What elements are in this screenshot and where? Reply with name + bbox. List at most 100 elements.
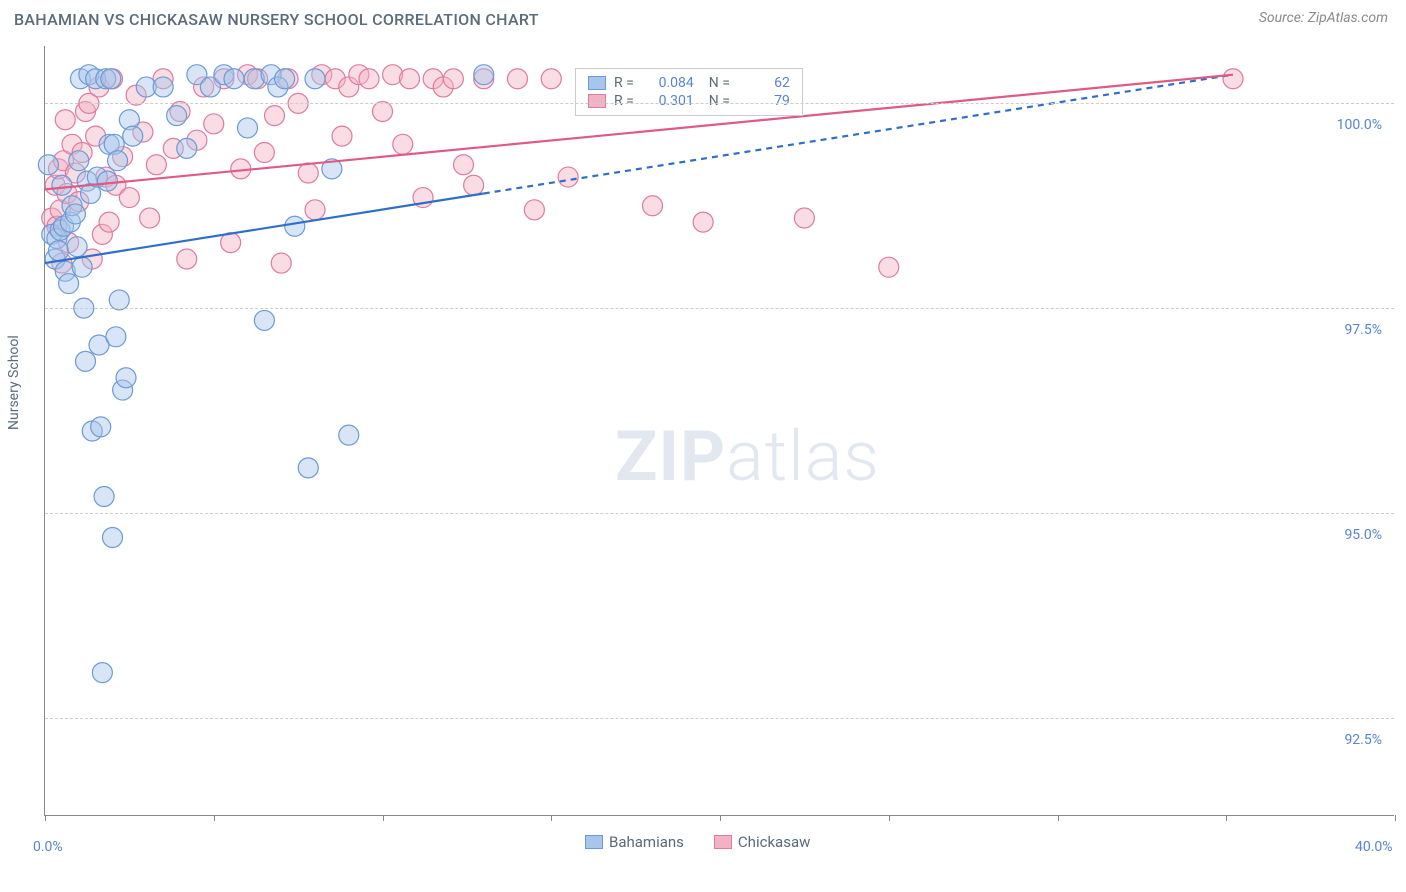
scatter-point [109, 290, 129, 310]
x-tick [1395, 815, 1396, 821]
scatter-point [254, 310, 274, 330]
scatter-point [305, 200, 325, 220]
scatter-point [116, 368, 136, 388]
scatter-point [332, 126, 352, 146]
y-tick-label: 100.0% [1337, 117, 1388, 133]
scatter-point [443, 69, 463, 89]
scatter-point [55, 110, 75, 130]
scatter-point [558, 167, 578, 187]
x-tick [720, 815, 721, 821]
stats-text: N = [702, 75, 730, 91]
scatter-point [167, 106, 187, 126]
scatter-point [275, 69, 295, 89]
scatter-point [285, 216, 305, 236]
scatter-point [271, 253, 291, 273]
x-tick [45, 815, 46, 821]
scatter-point [238, 118, 258, 138]
gridline-h [45, 718, 1394, 719]
r-value: 0.301 [642, 93, 694, 109]
scatter-point [38, 155, 58, 175]
scatter-point [108, 151, 128, 171]
scatter-point [72, 257, 92, 277]
scatter-point [204, 114, 224, 134]
y-tick-label: 97.5% [1344, 322, 1388, 338]
scatter-point [140, 208, 160, 228]
stats-row-bahamians: R = 0.084 N = 62 [588, 75, 790, 91]
scatter-point [541, 69, 561, 89]
scatter-point [305, 69, 325, 89]
scatter-point [94, 487, 114, 507]
stats-row-chickasaw: R = 0.301 N = 79 [588, 93, 790, 109]
r-value: 0.084 [642, 75, 694, 91]
scatter-point [400, 69, 420, 89]
scatter-point [103, 527, 123, 547]
stats-text: R = [614, 93, 634, 109]
scatter-point [177, 249, 197, 269]
scatter-point [393, 134, 413, 154]
stats-text: N = [702, 93, 730, 109]
x-tick [214, 815, 215, 821]
scatter-point [794, 208, 814, 228]
scatter-point [454, 155, 474, 175]
scatter-point [298, 458, 318, 478]
scatter-point [59, 274, 79, 294]
x-tick [1058, 815, 1059, 821]
scatter-point [65, 204, 85, 224]
scatter-point [298, 163, 318, 183]
scatter-point [373, 102, 393, 122]
legend-item-chickasaw: Chickasaw [714, 833, 810, 851]
scatter-point [52, 175, 72, 195]
chart-title: BAHAMIAN VS CHICKASAW NURSERY SCHOOL COR… [14, 10, 539, 29]
plot-area: ZIPatlas R = 0.084 N = 62 R = 0.301 N = … [44, 46, 1394, 816]
scatter-point [153, 77, 173, 97]
gridline-h [45, 513, 1394, 514]
scatter-point [92, 663, 112, 683]
source-value: ZipAtlas.com [1308, 10, 1388, 26]
y-tick-label: 92.5% [1344, 732, 1388, 748]
legend-swatch [588, 94, 606, 108]
x-tick [889, 815, 890, 821]
scatter-point [91, 417, 111, 437]
scatter-point [508, 69, 528, 89]
x-tick [383, 815, 384, 821]
gridline-h [45, 103, 1394, 104]
scatter-point [474, 65, 494, 85]
scatter-point [254, 142, 274, 162]
x-tick [551, 815, 552, 821]
scatter-point [119, 188, 139, 208]
scatter-point [524, 200, 544, 220]
scatter-point [879, 257, 899, 277]
scatter-point [49, 241, 69, 261]
scatter-point [693, 212, 713, 232]
scatter-point [146, 155, 166, 175]
scatter-point [224, 69, 244, 89]
legend-label: Chickasaw [738, 833, 810, 851]
legend-item-bahamians: Bahamians [585, 833, 684, 851]
y-axis-label: Nursery School [6, 335, 22, 430]
gridline-h [45, 308, 1394, 309]
scatter-point [339, 425, 359, 445]
source-label: Source: [1259, 10, 1308, 26]
scatter-point [359, 69, 379, 89]
legend-label: Bahamians [609, 833, 684, 851]
scatter-point [106, 327, 126, 347]
legend-swatch [585, 835, 603, 849]
series-legend: Bahamians Chickasaw [585, 833, 810, 851]
stats-text: R = [614, 75, 634, 91]
x-tick [1226, 815, 1227, 821]
legend-swatch [714, 835, 732, 849]
x-tick-label: 40.0% [1355, 839, 1393, 855]
y-tick-label: 95.0% [1344, 527, 1388, 543]
x-tick-label: 0.0% [33, 839, 63, 855]
scatter-point [101, 69, 121, 89]
scatter-point [265, 106, 285, 126]
scatter-point [643, 196, 663, 216]
source-attribution: Source: ZipAtlas.com [1259, 10, 1388, 26]
scatter-point [69, 151, 89, 171]
n-value: 79 [738, 93, 790, 109]
scatter-point [177, 138, 197, 158]
n-value: 62 [738, 75, 790, 91]
stats-legend: R = 0.084 N = 62 R = 0.301 N = 79 [575, 68, 803, 116]
scatter-point [67, 237, 87, 257]
scatter-svg [45, 46, 1394, 815]
